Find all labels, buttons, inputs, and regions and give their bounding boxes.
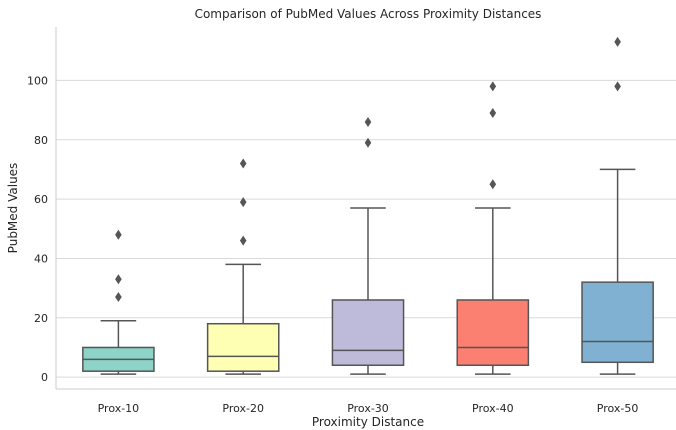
axes [55, 27, 676, 390]
y-tick-label-0: 0 [41, 371, 48, 384]
box-Prox-10 [82, 229, 155, 375]
box-body-Prox-50 [581, 281, 654, 364]
box-body-Prox-30 [331, 299, 405, 367]
y-tick-label-80: 80 [34, 134, 48, 147]
y-tick-label-100: 100 [27, 74, 48, 87]
box-Prox-40 [456, 81, 530, 375]
tick-labels: 0 20 40 60 80 100 Prox-10 Prox-20 Prox-30 Prox-40… [27, 74, 638, 415]
box-body-Prox-40 [456, 299, 530, 367]
outlier-point-Prox-50-1 [614, 36, 621, 47]
box-Prox-50 [581, 36, 654, 375]
outlier-point-Prox-20-1 [239, 197, 247, 208]
x-tick-label-Prox-30: Prox-30 [347, 402, 389, 415]
x-axis-label: Proximity Distance [312, 415, 424, 429]
outlier-point-Prox-10-2 [115, 229, 122, 240]
outlier-point-Prox-40-0 [489, 179, 497, 190]
x-tick-label-Prox-40: Prox-40 [472, 402, 514, 415]
y-tick-label-40: 40 [34, 252, 48, 265]
x-tick-label-Prox-50: Prox-50 [597, 402, 639, 415]
x-tick-label-Prox-20: Prox-20 [222, 402, 264, 415]
y-tick-label-60: 60 [34, 193, 48, 206]
y-axis-label: PubMed Values [6, 163, 20, 254]
y-tick-label-20: 20 [34, 312, 48, 325]
outlier-point-Prox-10-0 [115, 292, 122, 303]
outlier-point-Prox-50-0 [614, 81, 621, 92]
outlier-point-Prox-40-2 [489, 81, 497, 92]
boxes [82, 36, 654, 375]
x-tick-label-Prox-10: Prox-10 [98, 402, 140, 415]
outlier-point-Prox-40-1 [489, 108, 497, 119]
outlier-point-Prox-30-0 [364, 137, 372, 148]
box-body-Prox-20 [206, 322, 280, 372]
outlier-point-Prox-20-0 [239, 235, 247, 246]
chart-title: Comparison of PubMed Values Across Proxi… [195, 7, 542, 21]
outlier-point-Prox-30-1 [364, 116, 372, 127]
box-Prox-30 [331, 116, 405, 375]
outlier-point-Prox-20-2 [239, 158, 247, 169]
outlier-point-Prox-10-1 [115, 274, 122, 285]
box-Prox-20 [206, 158, 280, 375]
